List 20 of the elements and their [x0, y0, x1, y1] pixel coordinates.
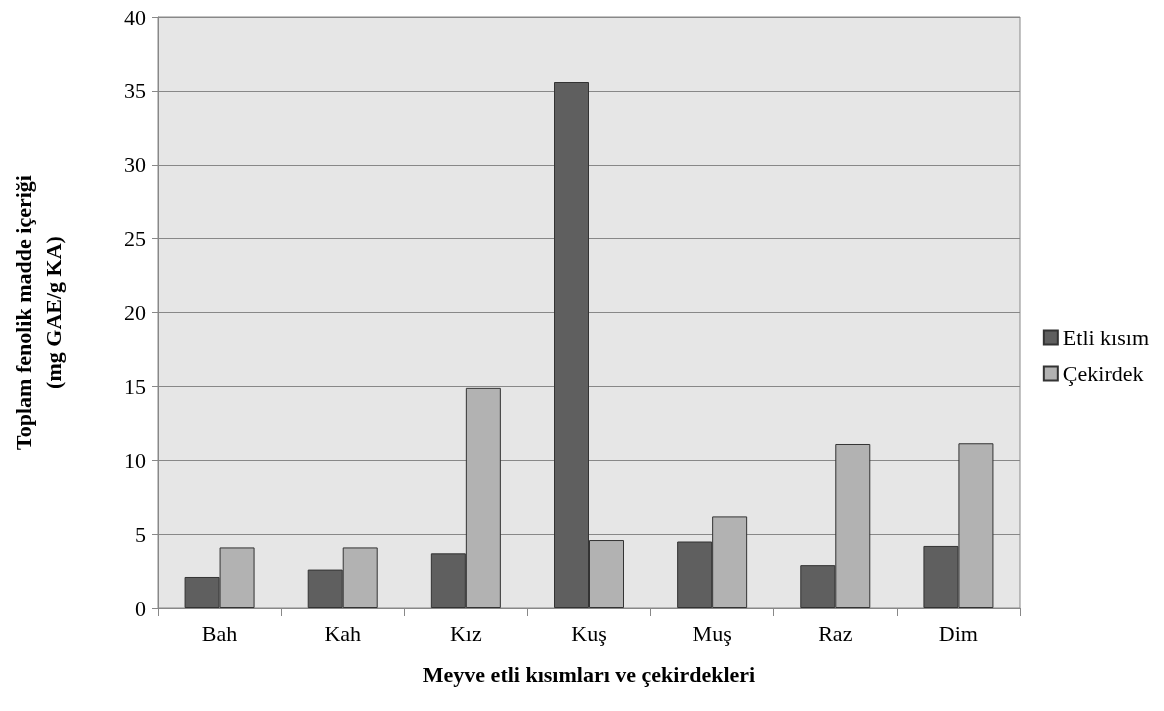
- x-tick-label: Kuş: [571, 620, 607, 646]
- y-tick-label: 15: [124, 373, 146, 399]
- x-axis-title: Meyve etli kısımları ve çekirdekleri: [422, 661, 756, 687]
- x-tick-label: Raz: [818, 620, 853, 646]
- x-tick-label: Muş: [692, 620, 732, 646]
- x-tick-label: Kah: [324, 620, 362, 646]
- x-tick-label: Kız: [449, 620, 482, 646]
- legend-label: Etli kısım: [1062, 325, 1150, 350]
- y-tick-label: 25: [124, 226, 146, 252]
- y-tick-label: 40: [124, 4, 146, 30]
- y-tick-label: 30: [124, 152, 146, 178]
- x-tick-label: Bah: [201, 620, 238, 646]
- y-tick-label: 20: [124, 300, 146, 325]
- y-tick-label: 5: [135, 521, 146, 547]
- legend-label: Çekirdek: [1062, 361, 1144, 386]
- y-tick-label: 35: [124, 78, 146, 104]
- y-axis-title: Toplam fenolik madde içeriği (mg GAE/g KA): [10, 175, 66, 450]
- x-tick-label: Dim: [938, 620, 978, 646]
- y-tick-label: 0: [135, 595, 146, 621]
- y-tick-label: 10: [124, 447, 146, 473]
